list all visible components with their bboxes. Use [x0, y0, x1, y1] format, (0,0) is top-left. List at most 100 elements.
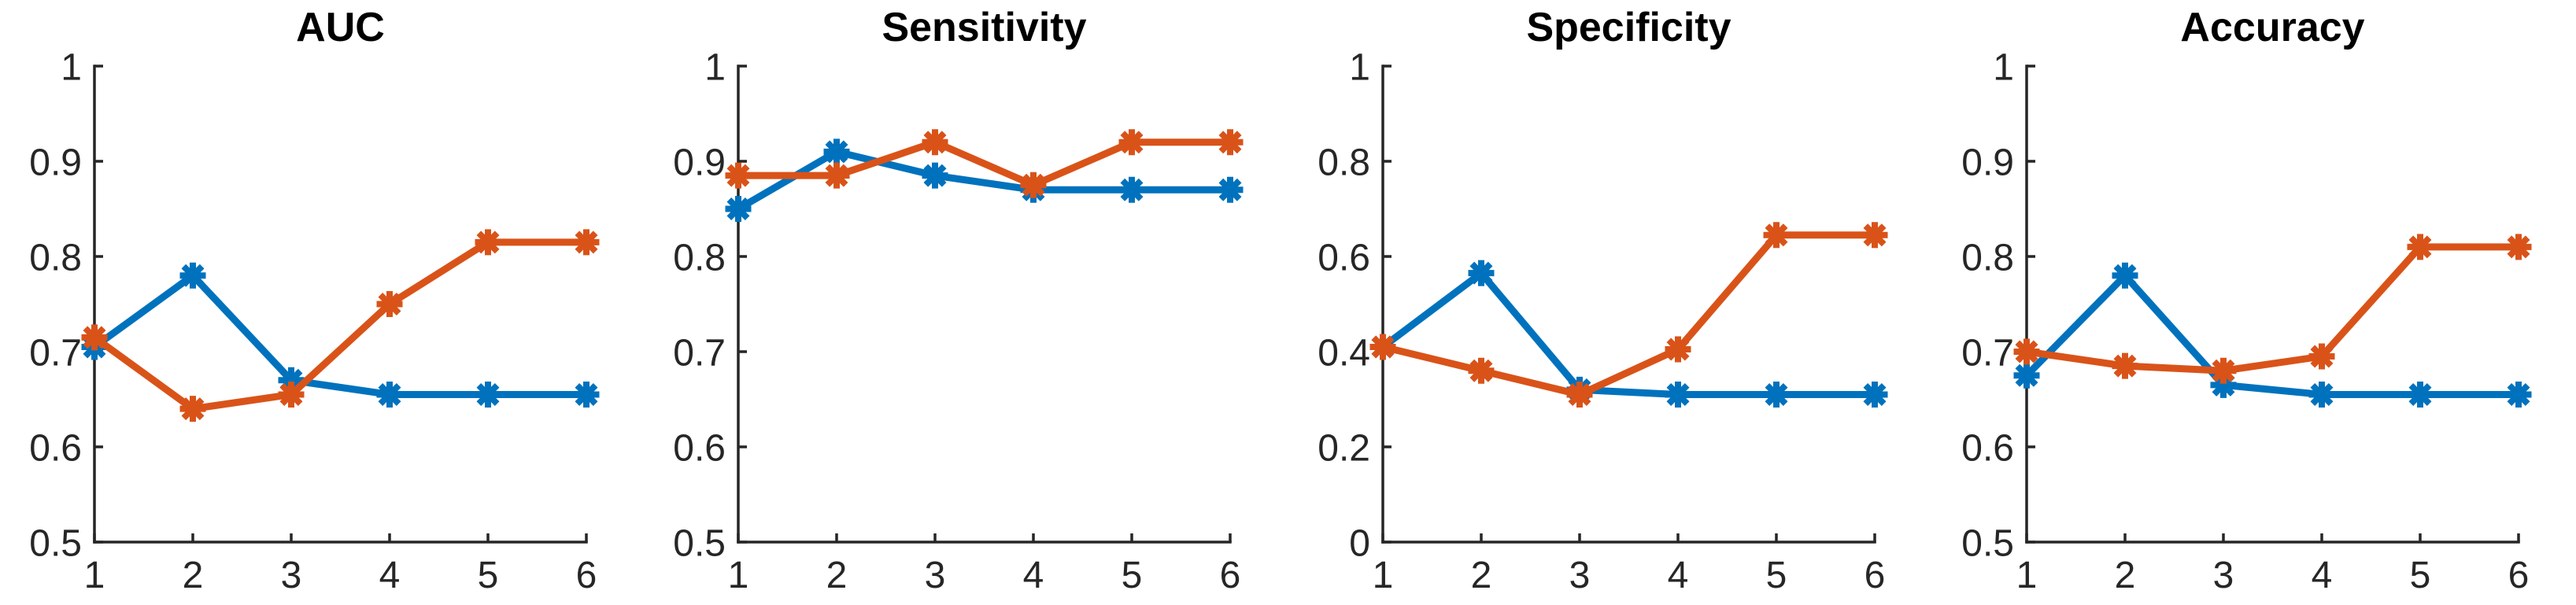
- blue-series-asterisk-marker-icon: [2210, 371, 2237, 398]
- x-tick-label: 1: [1372, 555, 1393, 596]
- orange-series-asterisk-marker-icon: [573, 229, 600, 256]
- chart-title: Sensitivity: [882, 5, 1087, 50]
- orange-series-asterisk-marker-icon: [179, 396, 206, 422]
- x-tick-label: 5: [478, 555, 499, 596]
- orange-series-asterisk-marker-icon: [1217, 129, 1244, 156]
- blue-series-line: [2023, 271, 2519, 398]
- x-tick-label: 2: [1470, 555, 1491, 596]
- y-tick-label: 0.4: [1318, 332, 1370, 374]
- orange-series-asterisk-marker-icon: [2210, 357, 2237, 384]
- y-tick-label: 1: [1993, 46, 2014, 88]
- chart-svg-accuracy: Accuracy 0.5 0.6 0.7 0.8 0.9 1 1 2 3 4 5 6: [1961, 5, 2532, 596]
- orange-series-asterisk-marker-icon: [1020, 172, 1047, 198]
- orange-series-asterisk-marker-icon: [2308, 343, 2335, 370]
- y-tick-label: 0.2: [1318, 427, 1370, 469]
- y-axis: 0 0.2 0.4 0.6 0.8 1: [1318, 46, 1391, 564]
- blue-series: [81, 262, 600, 408]
- x-tick-label: 5: [1122, 555, 1143, 596]
- y-tick-label: 0.5: [1961, 522, 2014, 564]
- orange-series-asterisk-marker-icon: [278, 381, 305, 408]
- y-tick-label: 0.9: [29, 142, 82, 183]
- x-tick-label: 5: [1765, 555, 1787, 596]
- blue-series-line: [736, 148, 1231, 212]
- x-tick-label: 4: [2311, 555, 2332, 596]
- blue-series-asterisk-marker-icon: [725, 196, 752, 222]
- blue-series-asterisk-marker-icon: [1468, 260, 1494, 286]
- chart-svg-auc: AUC 0.5 0.6 0.7 0.8 0.9 1 1 2 3 4 5 6: [29, 5, 600, 596]
- y-axis: 0.5 0.6 0.7 0.8 0.9 1: [1961, 46, 2035, 564]
- x-tick-label: 4: [1023, 555, 1044, 596]
- y-tick-label: 1: [1349, 46, 1370, 88]
- x-tick-label: 3: [281, 555, 302, 596]
- x-tick-label: 6: [2508, 555, 2529, 596]
- blue-series: [2013, 262, 2532, 408]
- chart-svg-sensitivity: Sensitivity 0.5 0.6 0.7 0.8 0.9 1 1 2 3 4 5 6: [674, 5, 1244, 596]
- chart-title: Accuracy: [2180, 5, 2364, 50]
- y-tick-label: 0.9: [674, 142, 726, 183]
- blue-series: [725, 138, 1244, 222]
- orange-series-asterisk-marker-icon: [823, 162, 850, 189]
- y-tick-label: 1: [705, 46, 726, 88]
- blue-series-asterisk-marker-icon: [278, 367, 305, 393]
- chart-panel-auc: AUC 0.5 0.6 0.7 0.8 0.9 1 1 2 3 4 5 6: [0, 0, 644, 605]
- orange-series-asterisk-marker-icon: [1468, 357, 1494, 384]
- chart-title: Specificity: [1526, 5, 1731, 50]
- orange-series-asterisk-marker-icon: [376, 291, 403, 317]
- orange-series-asterisk-marker-icon: [2407, 234, 2434, 260]
- blue-series: [1369, 260, 1887, 408]
- x-tick-label: 3: [2212, 555, 2234, 596]
- y-tick-label: 0.6: [674, 427, 726, 469]
- y-tick-label: 0.7: [29, 332, 82, 374]
- orange-series: [1369, 222, 1887, 408]
- blue-series-asterisk-marker-icon: [823, 138, 850, 165]
- x-tick-label: 6: [1220, 555, 1241, 596]
- x-tick-label: 4: [379, 555, 401, 596]
- blue-series-asterisk-marker-icon: [922, 162, 948, 189]
- orange-series-line: [1381, 231, 1875, 398]
- blue-series-asterisk-marker-icon: [2013, 362, 2040, 389]
- x-tick-label: 2: [2114, 555, 2135, 596]
- y-tick-label: 0.6: [29, 427, 82, 469]
- x-axis: 1 2 3 4 5 6: [1372, 533, 1885, 596]
- x-tick-label: 5: [2409, 555, 2430, 596]
- orange-series-asterisk-marker-icon: [1763, 222, 1789, 249]
- blue-series-asterisk-marker-icon: [1118, 176, 1145, 203]
- x-tick-label: 6: [1864, 555, 1885, 596]
- orange-series-asterisk-marker-icon: [475, 229, 501, 256]
- orange-series-asterisk-marker-icon: [725, 162, 752, 189]
- chart-panel-specificity: Specificity 0 0.2 0.4 0.6 0.8 1 1 2 3 4 5 6: [1288, 0, 1932, 605]
- orange-series-asterisk-marker-icon: [81, 324, 108, 351]
- blue-series-asterisk-marker-icon: [376, 381, 403, 408]
- x-tick-label: 3: [925, 555, 946, 596]
- orange-series: [2013, 234, 2532, 384]
- blue-series-asterisk-marker-icon: [1665, 381, 1691, 408]
- orange-series-asterisk-marker-icon: [1118, 129, 1145, 156]
- blue-series-asterisk-marker-icon: [1763, 381, 1789, 408]
- blue-series-line: [92, 271, 586, 398]
- x-axis: 1 2 3 4 5 6: [728, 533, 1241, 596]
- y-tick-label: 0.8: [674, 237, 726, 279]
- y-tick-label: 0.5: [674, 522, 726, 564]
- blue-series-line: [1380, 269, 1875, 398]
- orange-series-asterisk-marker-icon: [1665, 336, 1691, 363]
- x-tick-label: 1: [84, 555, 105, 596]
- blue-series-asterisk-marker-icon: [2505, 381, 2532, 408]
- y-tick-label: 0: [1349, 522, 1370, 564]
- blue-series-asterisk-marker-icon: [179, 262, 206, 289]
- orange-series-line: [2026, 243, 2519, 374]
- y-tick-label: 0.7: [1961, 332, 2014, 374]
- blue-series-asterisk-marker-icon: [573, 381, 600, 408]
- blue-series-asterisk-marker-icon: [2308, 381, 2335, 408]
- orange-series-asterisk-marker-icon: [922, 129, 948, 156]
- orange-series-asterisk-marker-icon: [2112, 352, 2138, 379]
- orange-series: [81, 229, 600, 422]
- orange-series-asterisk-marker-icon: [1566, 381, 1592, 408]
- x-tick-label: 3: [1569, 555, 1590, 596]
- x-tick-label: 2: [826, 555, 848, 596]
- blue-series-asterisk-marker-icon: [475, 381, 501, 408]
- orange-series-asterisk-marker-icon: [1861, 222, 1887, 249]
- y-tick-label: 0.6: [1318, 237, 1370, 279]
- x-tick-label: 1: [2016, 555, 2037, 596]
- chart-svg-specificity: Specificity 0 0.2 0.4 0.6 0.8 1 1 2 3 4 5 6: [1318, 5, 1887, 596]
